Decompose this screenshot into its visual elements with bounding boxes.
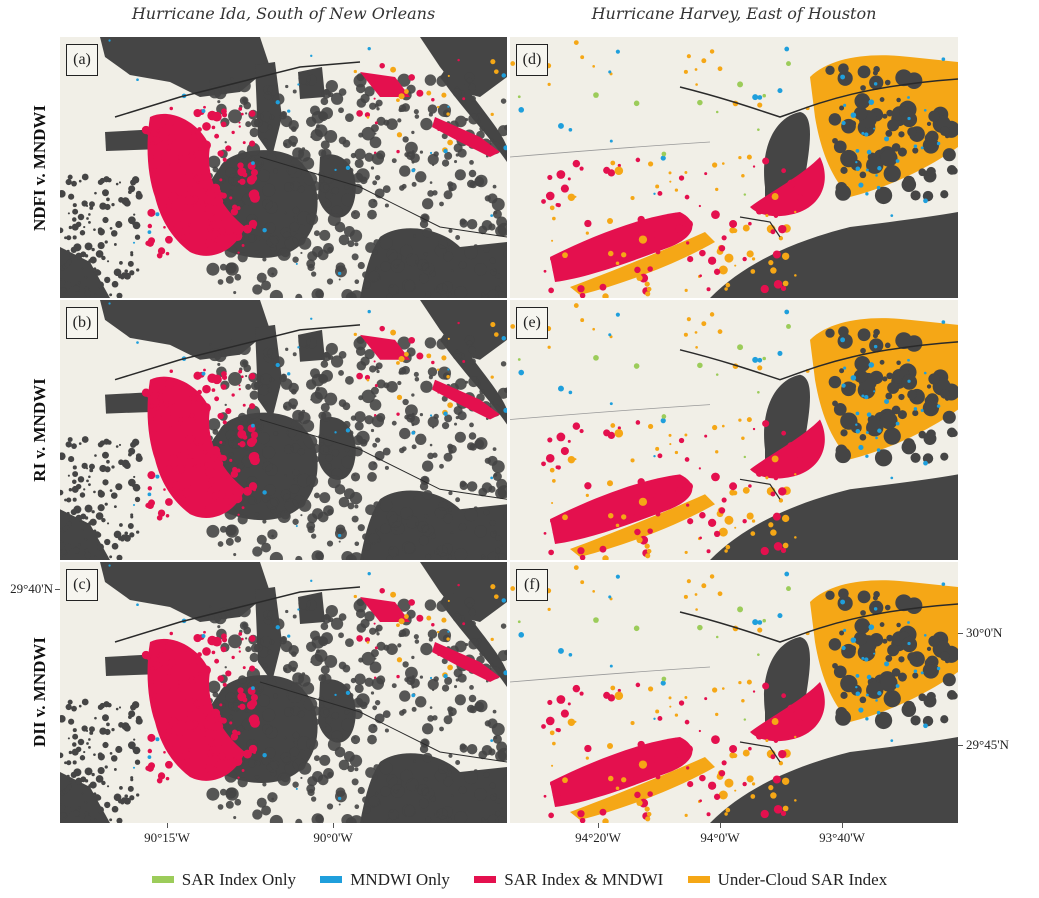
row-title-dii: DII v. MNDWI [30, 636, 49, 748]
row-title-ndfi: NDFI v. MNDWI [30, 104, 49, 232]
legend-item-mndwi-only: MNDWI Only [320, 870, 450, 890]
legend-swatch [474, 876, 497, 883]
column-title-harvey: Hurricane Harvey, East of Houston [591, 4, 877, 23]
y-tick-label: 29°40'N [10, 581, 53, 596]
panel-label: (e) [516, 307, 548, 339]
x-tick-label: 90°15'W [144, 830, 190, 845]
y-tick-label: 30°0'N [966, 625, 1003, 640]
legend-item-sar-only: SAR Index Only [151, 870, 296, 890]
x-tick-label: 90°0'W [313, 830, 353, 845]
panel-label: (f) [516, 569, 548, 601]
x-tick-label: 94°0'W [700, 830, 740, 845]
row-title-ri: RI v. MNDWI [30, 378, 49, 482]
map-panel-f: (f) [510, 562, 958, 823]
map-panel-d: (d) [510, 37, 958, 298]
legend-swatch [687, 876, 710, 883]
x-tick-label: 94°20'W [575, 830, 621, 845]
legend-item-sar-and-mndwi: SAR Index & MNDWI [474, 870, 663, 890]
column-title-ida: Hurricane Ida, South of New Orleans [131, 4, 436, 23]
panel-label: (a) [66, 44, 98, 76]
y-tick-label: 29°45'N [966, 737, 1009, 752]
legend-item-under-cloud: Under-Cloud SAR Index [687, 870, 887, 890]
map-panel-a: (a) [60, 37, 507, 298]
panel-label: (d) [516, 44, 548, 76]
panel-label: (b) [66, 307, 98, 339]
x-tick-label: 93°40'W [819, 830, 865, 845]
map-panel-e: (e) [510, 300, 958, 560]
legend: SAR Index Only MNDWI Only SAR Index & MN… [0, 868, 1039, 890]
legend-swatch [320, 876, 343, 883]
map-panel-c: (c) [60, 562, 507, 823]
panel-label: (c) [66, 569, 98, 601]
map-panel-b: (b) [60, 300, 507, 560]
legend-swatch [151, 876, 174, 883]
